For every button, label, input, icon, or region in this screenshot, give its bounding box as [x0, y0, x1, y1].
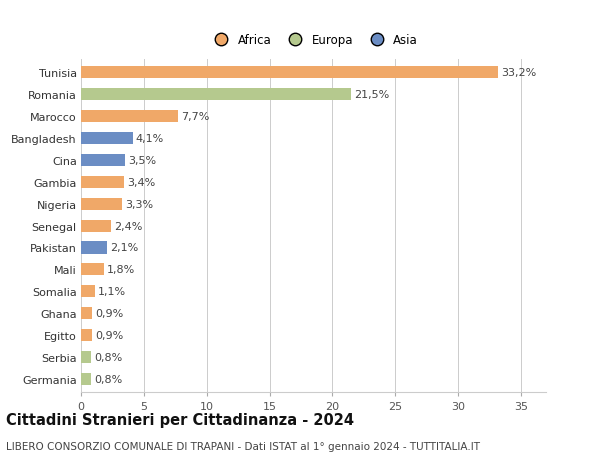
Text: 1,8%: 1,8% — [107, 265, 135, 275]
Text: 2,4%: 2,4% — [115, 221, 143, 231]
Bar — [81, 198, 122, 210]
Text: 0,8%: 0,8% — [94, 353, 122, 363]
Text: 4,1%: 4,1% — [136, 134, 164, 144]
Text: 3,5%: 3,5% — [128, 156, 156, 165]
Text: 0,9%: 0,9% — [95, 308, 124, 319]
Text: LIBERO CONSORZIO COMUNALE DI TRAPANI - Dati ISTAT al 1° gennaio 2024 - TUTTITALI: LIBERO CONSORZIO COMUNALE DI TRAPANI - D… — [6, 441, 480, 451]
Legend: Africa, Europa, Asia: Africa, Europa, Asia — [205, 29, 422, 51]
Text: 7,7%: 7,7% — [181, 112, 209, 122]
Bar — [81, 285, 95, 298]
Bar — [81, 133, 133, 145]
Text: 0,8%: 0,8% — [94, 375, 122, 384]
Text: Cittadini Stranieri per Cittadinanza - 2024: Cittadini Stranieri per Cittadinanza - 2… — [6, 413, 354, 428]
Bar — [81, 89, 351, 101]
Bar — [81, 67, 498, 79]
Text: 21,5%: 21,5% — [355, 90, 389, 100]
Text: 0,9%: 0,9% — [95, 330, 124, 341]
Bar — [81, 330, 92, 341]
Bar — [81, 220, 111, 232]
Bar — [81, 264, 104, 276]
Bar — [81, 373, 91, 385]
Text: 3,3%: 3,3% — [125, 199, 154, 209]
Bar — [81, 242, 107, 254]
Text: 1,1%: 1,1% — [98, 287, 126, 297]
Bar — [81, 308, 92, 319]
Bar — [81, 352, 91, 364]
Text: 33,2%: 33,2% — [502, 68, 536, 78]
Bar — [81, 176, 124, 188]
Text: 2,1%: 2,1% — [110, 243, 139, 253]
Bar — [81, 154, 125, 167]
Bar — [81, 111, 178, 123]
Text: 3,4%: 3,4% — [127, 177, 155, 187]
